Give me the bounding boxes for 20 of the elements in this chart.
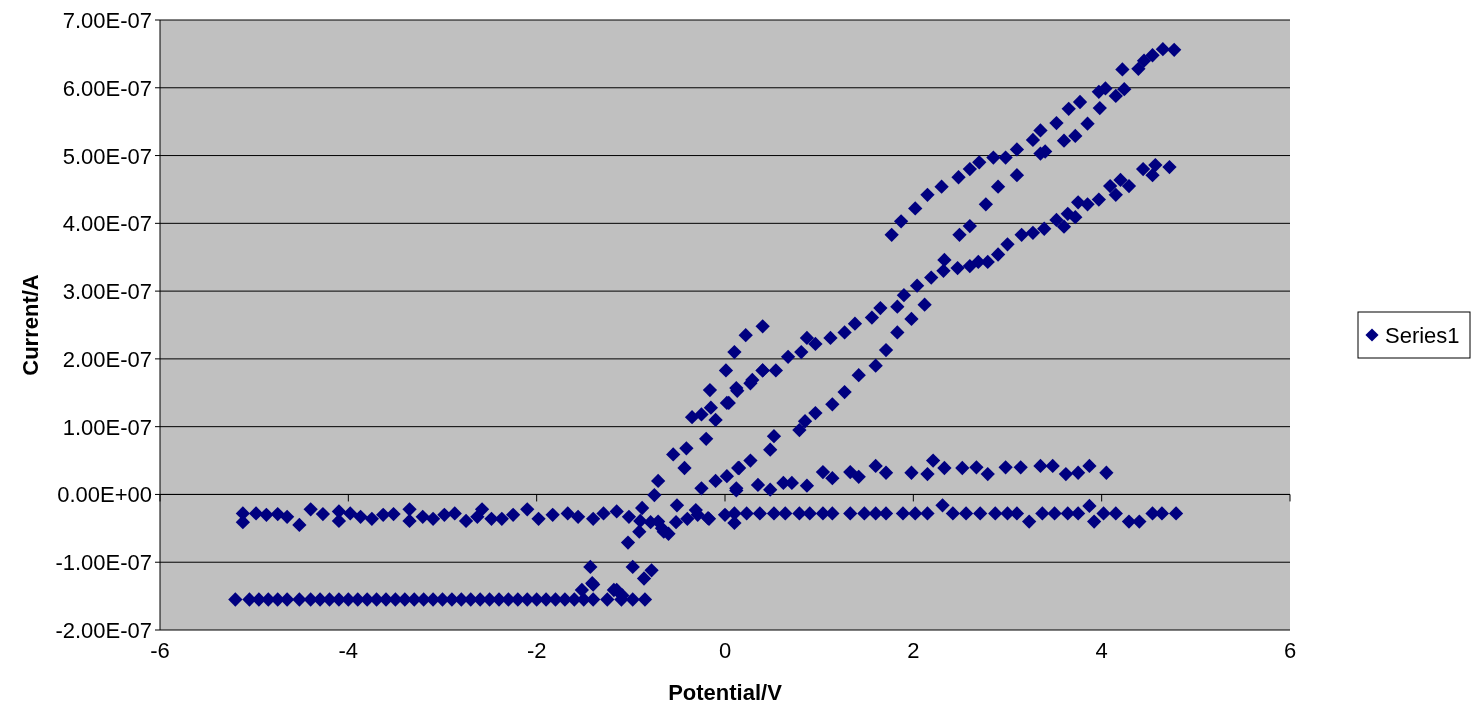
y-tick-label: 0.00E+00 [57,482,152,508]
legend-label: Series1 [1385,323,1460,348]
x-tick-label: 6 [1283,638,1297,663]
y-tick-label: 7.00E-07 [62,8,152,33]
x-tick-label: 4 [1095,638,1108,663]
y-tick-label: 2.00E-07 [62,346,152,372]
x-tick-label: 2 [907,638,920,663]
y-tick-label: -1.00E-07 [55,550,152,576]
x-tick-label: 0 [718,638,732,663]
y-tick-label: 4.00E-07 [62,211,152,237]
x-tick-label: -2 [526,638,547,663]
y-tick-label: 1.00E-07 [62,414,152,440]
x-axis-title: Potential/V [668,680,783,705]
x-tick-label: -6 [150,638,170,663]
y-tick-label: 3.00E-07 [62,279,152,305]
y-tick-label: 6.00E-07 [62,75,152,101]
x-tick-label: -4 [338,638,359,663]
y-tick-label: -2.00E-07 [55,618,152,643]
y-tick-label: 5.00E-07 [62,143,152,169]
y-axis-title: Current/A [18,274,43,376]
